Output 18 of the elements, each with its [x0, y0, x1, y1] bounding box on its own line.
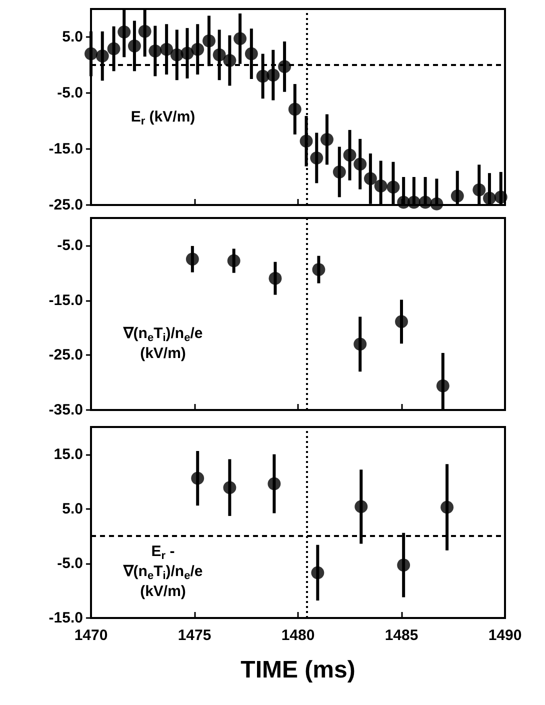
y-tick-label: 15.0	[54, 446, 83, 463]
y-tick-label: 5.0	[62, 500, 83, 518]
x-tick-label: 1485	[384, 627, 418, 644]
y-tick-label: -5.0	[57, 84, 83, 102]
x-tick-label: 1490	[488, 627, 522, 644]
y-tick-label: -15.0	[48, 610, 83, 626]
y-tick-label: -15.0	[48, 292, 83, 309]
y-tick-label: -35.0	[48, 402, 83, 418]
y-tick-label: -5.0	[57, 554, 83, 572]
x-tick-label: 1475	[178, 627, 212, 644]
y-tick-label: -5.0	[57, 236, 83, 254]
x-axis-title: TIME (ms)	[240, 656, 356, 684]
y-tick-label: -15.0	[48, 140, 83, 158]
x-tick-label: 1470	[74, 627, 108, 644]
y-tick-label: -25.0	[48, 346, 83, 364]
y-tick-label: 5.0	[62, 28, 83, 46]
x-tick-label: 1480	[281, 627, 315, 644]
y-tick-label: -25.0	[48, 196, 83, 214]
